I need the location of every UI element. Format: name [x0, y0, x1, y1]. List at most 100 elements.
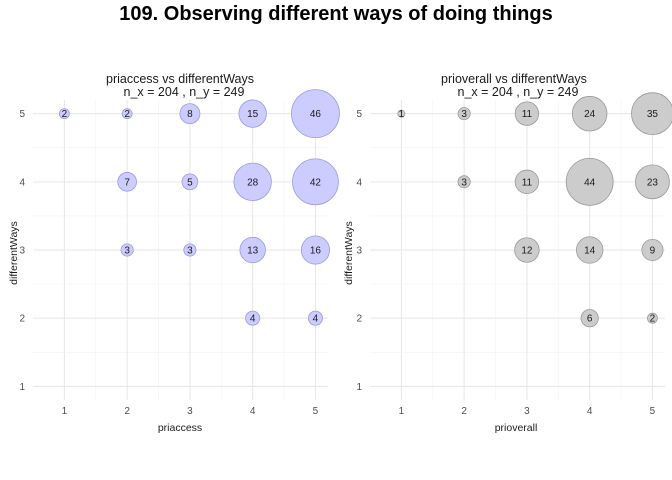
x-tick-labels: 1 2 3 4 5: [399, 406, 656, 417]
y-tick-label: 3: [19, 246, 25, 257]
panel-subtitle: n_x = 204 , n_y = 249: [124, 85, 245, 99]
bubble-circle: [397, 109, 406, 118]
bubble-point: 3: [457, 107, 471, 121]
bubble-count-label: 15: [247, 109, 259, 120]
bubble-circle: [514, 101, 540, 126]
bubble-point: 6: [580, 309, 599, 328]
bubble-circle: [245, 310, 261, 326]
bubble-circle: [291, 89, 340, 139]
bubble-count-label: 13: [247, 246, 259, 257]
y-tick-label: 1: [356, 382, 362, 393]
bubble-count-label: 11: [522, 177, 533, 188]
bubble-point: 11: [514, 101, 540, 126]
bubble-point: 1: [397, 109, 406, 120]
y-tick-labels: 1 2 3 4 5: [19, 109, 25, 393]
bubble-point: 44: [565, 157, 614, 206]
bubble-point: 24: [571, 95, 608, 132]
bubble-point: 8: [179, 103, 201, 125]
x-axis-label: prioverall: [495, 422, 538, 434]
bubble-point: 2: [121, 108, 133, 120]
y-axis-label: differentWays: [343, 221, 355, 285]
bubble-point: 23: [635, 164, 670, 200]
bubble-count-label: 16: [310, 246, 322, 257]
bubble-point: 28: [233, 162, 272, 201]
bubble-count-label: 28: [247, 177, 259, 188]
bubble-circle: [121, 108, 133, 120]
bubble-count-label: 2: [62, 109, 68, 120]
bubble-circle: [183, 243, 197, 257]
x-tick-label: 2: [124, 406, 130, 417]
bubble-circle: [457, 107, 471, 121]
bubble-circle: [514, 169, 540, 194]
bubble-count-label: 42: [310, 177, 322, 188]
bubble-circle: [117, 172, 137, 192]
bubble-point: 5: [181, 173, 199, 191]
bubble-point: 3: [457, 175, 471, 189]
bubble-point: 9: [641, 238, 664, 262]
y-tick-label: 2: [356, 314, 362, 325]
bubble-count-label: 3: [124, 246, 130, 257]
x-tick-label: 2: [461, 406, 467, 417]
bubble-count-label: 14: [584, 246, 596, 257]
bubble-circle: [58, 108, 70, 120]
bubble-point: 13: [239, 236, 266, 264]
bubble-count-label: 9: [650, 246, 656, 257]
bubble-circle: [239, 236, 266, 264]
x-tick-label: 5: [313, 406, 319, 417]
x-tick-label: 3: [524, 406, 530, 417]
bubble-point: 3: [120, 243, 134, 257]
bubble-point: 35: [631, 92, 672, 135]
bubble-point: 4: [307, 310, 323, 326]
bubble-circle: [179, 103, 201, 125]
bubble-point: 46: [291, 89, 340, 139]
bubble-circle: [631, 92, 672, 135]
bubble-circle: [181, 173, 199, 191]
bubble-count-label: 35: [647, 109, 659, 120]
bubble-point: 2: [647, 312, 658, 325]
bubble-count-label: 1: [399, 109, 405, 120]
panel-title: priaccess vs differentWays: [106, 72, 254, 86]
bubble-circle: [300, 235, 331, 265]
bubble-count-label: 2: [124, 109, 130, 120]
y-axis-label: differentWays: [8, 221, 20, 285]
x-tick-label: 5: [650, 406, 656, 417]
y-tick-label: 5: [356, 109, 362, 120]
bubble-point: 42: [292, 158, 339, 206]
bubble-point: 7: [117, 172, 137, 192]
bubble-count-label: 3: [461, 177, 467, 188]
bubble-point: 3: [183, 243, 197, 257]
bubble-count-label: 4: [313, 314, 319, 325]
y-tick-label: 4: [356, 177, 362, 188]
bubble-count-label: 23: [647, 177, 659, 188]
panel-title: prioverall vs differentWays: [441, 72, 587, 86]
bubble-circle: [120, 243, 134, 257]
bubble-circle: [571, 95, 608, 132]
x-tick-label: 1: [62, 406, 68, 417]
plot-grid: [33, 100, 328, 400]
bubble-circle: [233, 162, 272, 201]
bubble-point: 15: [238, 99, 267, 128]
bubble-point: 16: [300, 235, 331, 265]
bubble-point: 11: [514, 169, 540, 194]
bubble-count-label: 4: [250, 314, 256, 325]
x-tick-label: 4: [587, 406, 593, 417]
bubble-count-label: 46: [310, 109, 322, 120]
x-axis-label: priaccess: [158, 422, 202, 434]
y-tick-label: 1: [19, 382, 25, 393]
bubble-circle: [641, 238, 664, 262]
bubble-count-label: 11: [522, 109, 533, 120]
bubble-count-label: 5: [187, 177, 193, 188]
x-tick-label: 4: [250, 406, 256, 417]
bubble-circle: [647, 312, 658, 324]
bubble-circle: [514, 237, 540, 263]
bubble-point: 12: [514, 237, 540, 263]
bubble-circle: [580, 309, 599, 328]
y-tick-label: 3: [356, 246, 362, 257]
y-tick-label: 4: [19, 177, 25, 188]
bubble-circle: [238, 99, 267, 128]
y-tick-labels: 1 2 3 4 5: [356, 109, 362, 393]
bubble-count-label: 3: [187, 246, 193, 257]
panel-subtitle: n_x = 204 , n_y = 249: [458, 85, 579, 99]
panel-prioverall: prioverall vs differentWays n_x = 204 , …: [343, 72, 672, 434]
